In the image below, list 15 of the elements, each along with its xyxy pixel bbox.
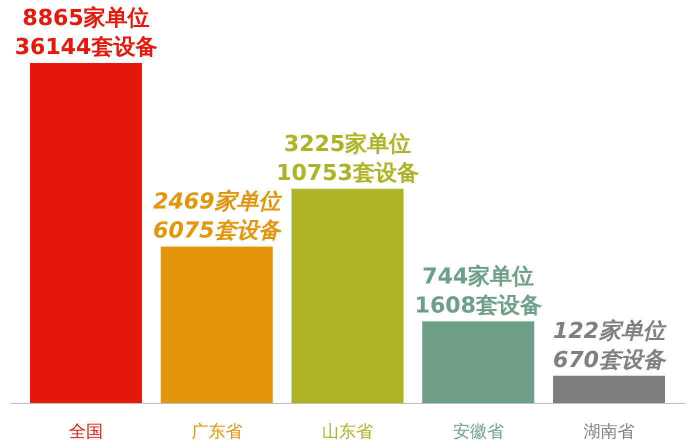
x-tick-label: 广东省 xyxy=(191,422,242,442)
bar xyxy=(422,321,534,403)
annotation: 744家单位 1608套设备 xyxy=(414,263,542,318)
bar xyxy=(160,246,273,403)
bar xyxy=(292,188,404,403)
annotation: 2469家单位 6075套设备 xyxy=(153,188,282,244)
x-tick-label: 湖南省 xyxy=(584,422,634,442)
x-tick-label: 山东省 xyxy=(322,422,373,442)
x-tick-label: 安徽省 xyxy=(452,422,504,442)
annotation: 122家单位 670套设备 xyxy=(553,318,667,373)
annotation: 8865家单位 36144套设备 xyxy=(14,5,158,60)
bar xyxy=(30,63,142,403)
annotation: 3225家单位 10753套设备 xyxy=(276,130,419,186)
bar xyxy=(553,376,665,403)
x-tick-label: 全国 xyxy=(69,422,103,442)
